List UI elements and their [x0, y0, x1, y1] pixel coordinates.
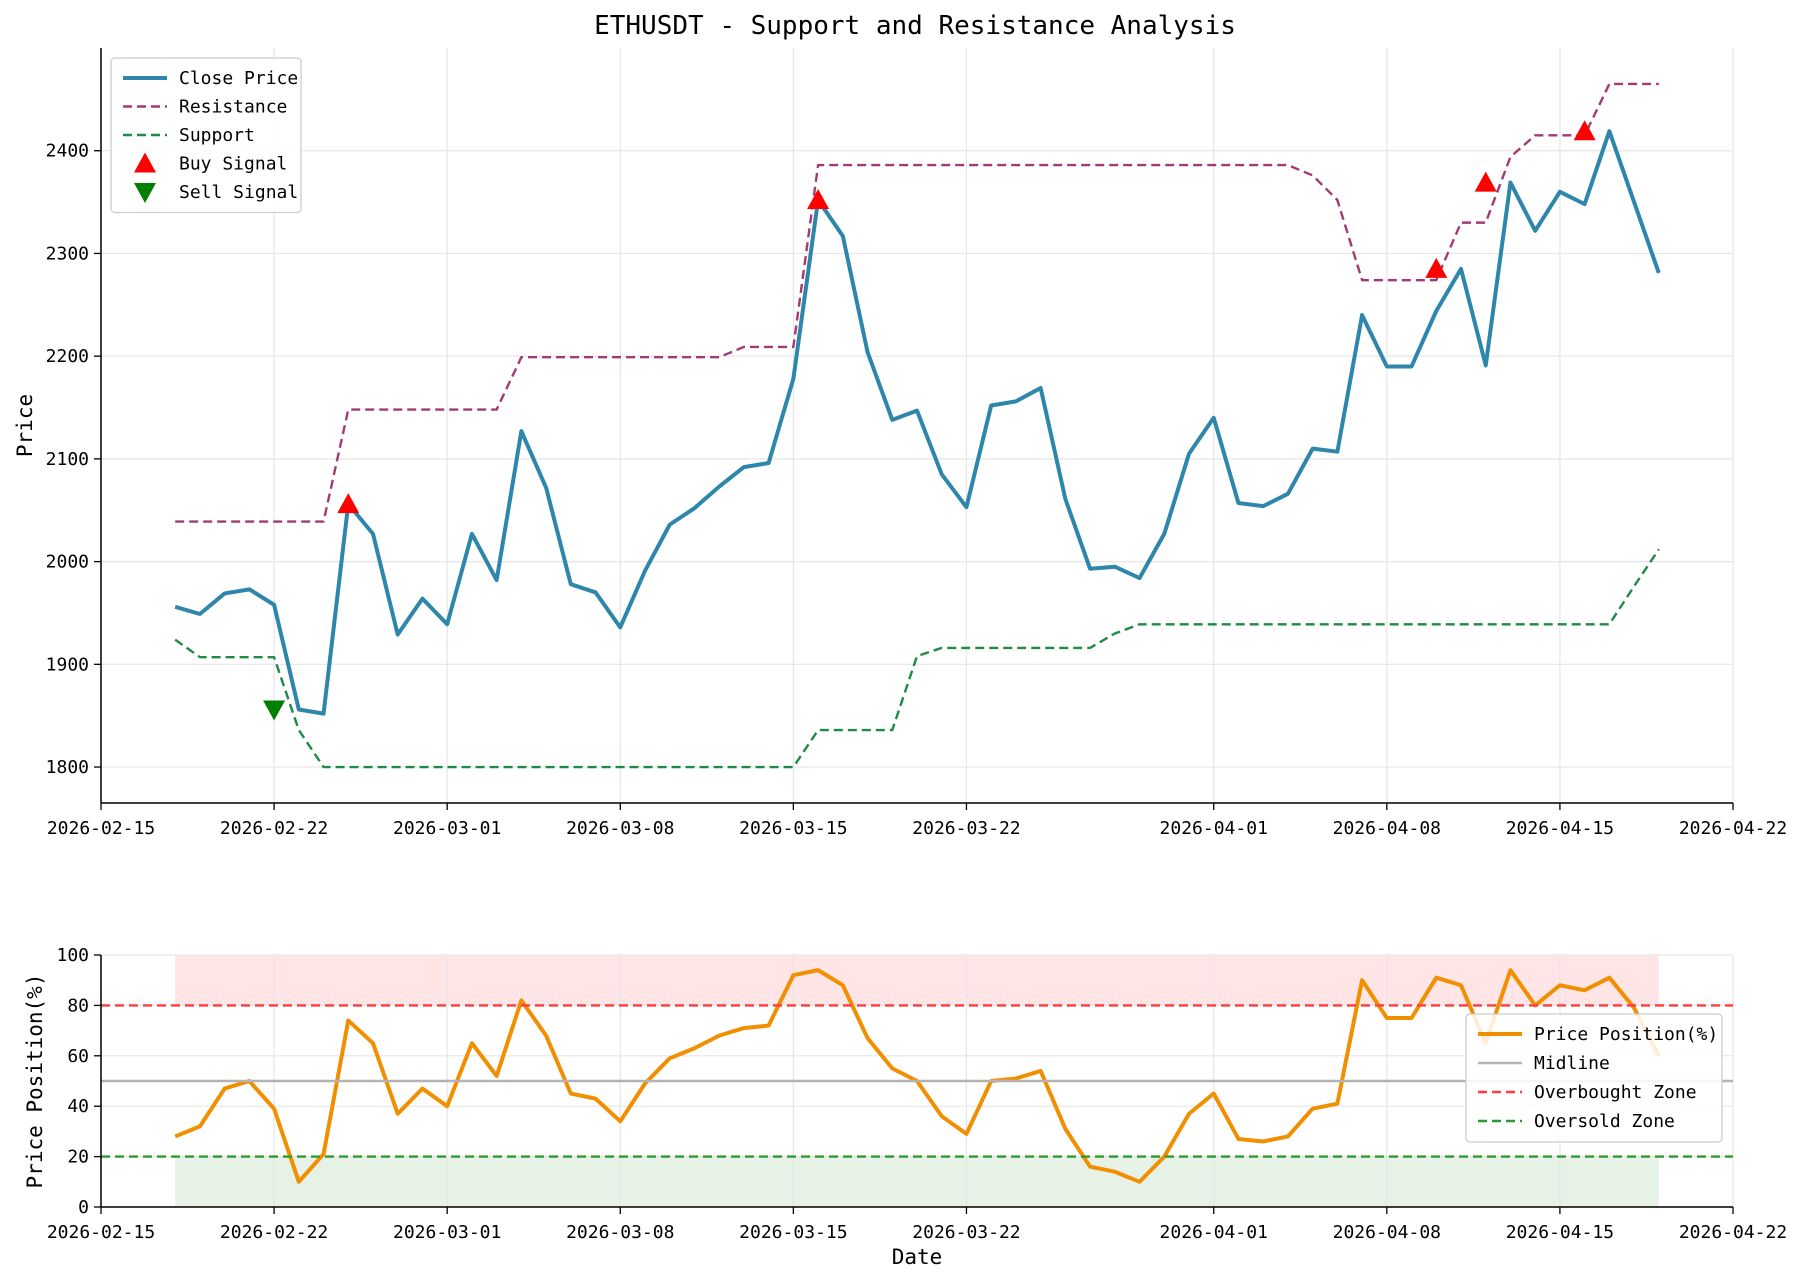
x-tick-label: 2026-03-01	[393, 1222, 501, 1243]
x-tick-label: 2026-04-08	[1333, 1222, 1441, 1243]
y-tick-label: 1800	[46, 757, 89, 778]
buy-signal-marker	[807, 189, 830, 210]
legend: Close Price Resistance Support Buy Signal Se…	[110, 57, 302, 214]
buy-signal-legend-swatch	[134, 152, 156, 173]
y-tick-label: 2000	[46, 552, 89, 573]
chart-title: ETHUSDT - Support and Resistance Analysi…	[594, 11, 1236, 41]
x-tick-label: 2026-04-01	[1160, 818, 1268, 839]
legend-label: Buy Signal	[179, 154, 287, 175]
buy-signal-marker	[1425, 257, 1448, 278]
x-tick-label: 2026-04-22	[1679, 1222, 1787, 1243]
legend-box	[110, 57, 302, 214]
legend-label: Sell Signal	[179, 182, 298, 203]
x-tick-label: 2026-03-22	[912, 1222, 1020, 1243]
legend-label: Close Price	[179, 68, 298, 89]
y-tick-label: 2400	[46, 141, 89, 162]
x-tick-label: 2026-02-22	[220, 1222, 328, 1243]
legend-label: Support	[179, 125, 255, 146]
x-tick-label: 2026-04-15	[1506, 818, 1614, 839]
legend-label: Resistance	[179, 97, 287, 118]
legend-label: Oversold Zone	[1534, 1111, 1675, 1132]
x-tick-label: 2026-04-15	[1506, 1222, 1614, 1243]
legend: Price Position(%) Midline Overbought Zone O…	[1465, 1013, 1723, 1143]
buy-signal-marker	[337, 493, 360, 514]
y-tick-label: 100	[56, 945, 89, 966]
y-tick-label: 40	[67, 1096, 89, 1117]
y-tick-label: 20	[67, 1147, 89, 1168]
legend-box	[1465, 1013, 1723, 1143]
sell-signal-legend-swatch	[134, 183, 156, 203]
legend-label: Overbought Zone	[1534, 1082, 1697, 1103]
close-price-line	[174, 129, 1661, 716]
y-tick-label: 2200	[46, 346, 89, 367]
legend-label: Midline	[1534, 1053, 1610, 1074]
x-tick-label: 2026-03-22	[912, 818, 1020, 839]
y-tick-label: 60	[67, 1046, 89, 1067]
shaded-band-1	[175, 1156, 1659, 1207]
buy-signal-marker	[1573, 120, 1596, 141]
y-tick-label: 2300	[46, 243, 89, 264]
y-axis-label: Price	[13, 394, 37, 457]
x-tick-label: 2026-03-08	[566, 818, 674, 839]
x-tick-label: 2026-04-01	[1160, 1222, 1268, 1243]
price-panel: 2026-02-15 2026-02-22 2026-03-01 2026-03-08…	[13, 48, 1787, 839]
x-tick-label: 2026-04-08	[1333, 818, 1441, 839]
x-axis-label: Date	[892, 1245, 943, 1269]
x-tick-label: 2026-03-15	[739, 818, 847, 839]
x-tick-label: 2026-02-22	[220, 818, 328, 839]
x-tick-label: 2026-03-01	[393, 818, 501, 839]
y-tick-label: 0	[78, 1197, 89, 1218]
sell-signal-marker	[263, 700, 286, 721]
x-tick-label: 2026-02-15	[47, 818, 155, 839]
x-tick-label: 2026-02-15	[47, 1222, 155, 1243]
x-tick-label: 2026-03-08	[566, 1222, 674, 1243]
x-tick-label: 2026-03-15	[739, 1222, 847, 1243]
y-axis-label: Price Position(%)	[23, 974, 47, 1189]
shaded-band-0	[175, 955, 1659, 1006]
y-tick-label: 1900	[46, 654, 89, 675]
legend-label: Price Position(%)	[1534, 1024, 1718, 1045]
y-tick-label: 2100	[46, 449, 89, 470]
buy-signal-marker	[1474, 171, 1497, 192]
support-line	[174, 548, 1660, 769]
y-tick-label: 80	[67, 995, 89, 1016]
position-panel: 2026-02-15 2026-02-22 2026-03-01 2026-03-08…	[23, 945, 1787, 1269]
resistance-line	[175, 82, 1659, 523]
x-tick-label: 2026-04-22	[1679, 818, 1787, 839]
